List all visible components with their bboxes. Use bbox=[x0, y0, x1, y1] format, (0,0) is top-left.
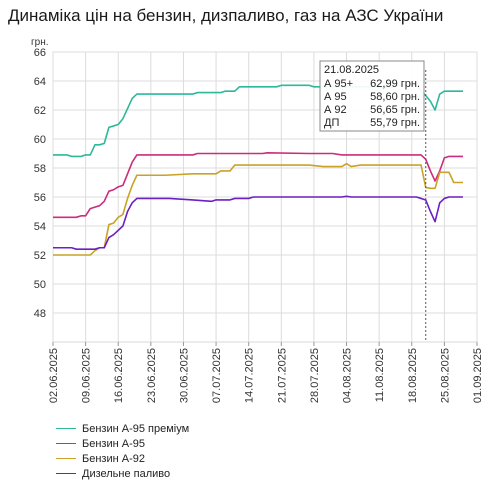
tooltip-row-label: А 92 bbox=[324, 104, 347, 116]
chart-legend: Бензин А-95 преміум Бензин А-95 Бензин А-9… bbox=[56, 421, 189, 481]
y-tick-label: 58 bbox=[34, 163, 46, 175]
x-tick-label: 04.08.2025 bbox=[342, 348, 354, 403]
x-tick-label: 25.08.2025 bbox=[439, 348, 451, 403]
legend-swatch bbox=[56, 428, 76, 429]
tooltip-row-label: А 95 bbox=[324, 91, 347, 103]
legend-item[interactable]: Бензин А-92 bbox=[56, 451, 189, 466]
x-tick-label: 28.07.2025 bbox=[309, 348, 321, 403]
y-tick-label: 64 bbox=[34, 76, 46, 88]
y-tick-label: 56 bbox=[34, 192, 46, 204]
y-tick-label: 60 bbox=[34, 134, 46, 146]
y-tick-label: 62 bbox=[34, 105, 46, 117]
tooltip-date: 21.08.2025 bbox=[324, 64, 379, 76]
x-tick-label: 18.08.2025 bbox=[407, 348, 419, 403]
tooltip-row-value: 58,60 грн. bbox=[370, 91, 420, 103]
x-tick-label: 01.09.2025 bbox=[472, 348, 484, 403]
chart-title: Динаміка цін на бензин, дизпаливо, газ н… bbox=[8, 6, 444, 25]
y-axis-label: грн. bbox=[31, 37, 49, 48]
legend-item[interactable]: Бензин А-95 bbox=[56, 436, 189, 451]
y-tick-label: 54 bbox=[34, 221, 46, 233]
x-tick-label: 11.08.2025 bbox=[374, 348, 386, 402]
series-line-3 bbox=[53, 195, 464, 250]
tooltip-row-label: ДП bbox=[324, 117, 339, 129]
y-tick-label: 66 bbox=[34, 47, 46, 59]
tooltip-layer: 21.08.2025 А 95+ 62,99 грн. А 95 58,60 грн. А… bbox=[319, 60, 425, 132]
legend-label: Бензин А-92 bbox=[82, 452, 145, 465]
tooltip-row-value: 56,65 грн. bbox=[370, 104, 420, 116]
y-tick-label: 52 bbox=[34, 250, 46, 262]
tooltip-box bbox=[319, 60, 425, 132]
x-tick-label: 02.06.2025 bbox=[48, 348, 60, 403]
tooltip-row-value: 55,79 грн. bbox=[370, 117, 420, 129]
y-tick-label: 48 bbox=[34, 308, 46, 320]
x-tick-label: 21.07.2025 bbox=[276, 348, 288, 403]
series-line-1 bbox=[53, 151, 464, 219]
x-tick-label: 16.06.2025 bbox=[113, 348, 125, 403]
legend-item[interactable]: Бензин А-95 преміум bbox=[56, 421, 189, 436]
x-tick-label: 14.07.2025 bbox=[244, 348, 256, 403]
y-tick-label: 50 bbox=[34, 279, 46, 291]
legend-item[interactable]: Дизельне паливо bbox=[56, 466, 189, 481]
tooltip-row-label: А 95+ bbox=[324, 78, 353, 90]
x-tick-label: 30.06.2025 bbox=[178, 348, 190, 403]
x-tick-label: 07.07.2025 bbox=[211, 348, 223, 403]
x-tick-label: 23.06.2025 bbox=[146, 348, 158, 403]
legend-swatch bbox=[56, 443, 76, 444]
x-tick-label: 09.06.2025 bbox=[81, 348, 93, 403]
legend-label: Бензин А-95 bbox=[82, 437, 145, 450]
series-line-2 bbox=[53, 162, 464, 256]
legend-swatch bbox=[56, 458, 76, 459]
legend-label: Бензин А-95 преміум bbox=[82, 422, 190, 435]
tooltip-row-value: 62,99 грн. bbox=[370, 78, 420, 90]
legend-swatch bbox=[56, 473, 76, 474]
legend-label: Дизельне паливо bbox=[82, 467, 171, 480]
